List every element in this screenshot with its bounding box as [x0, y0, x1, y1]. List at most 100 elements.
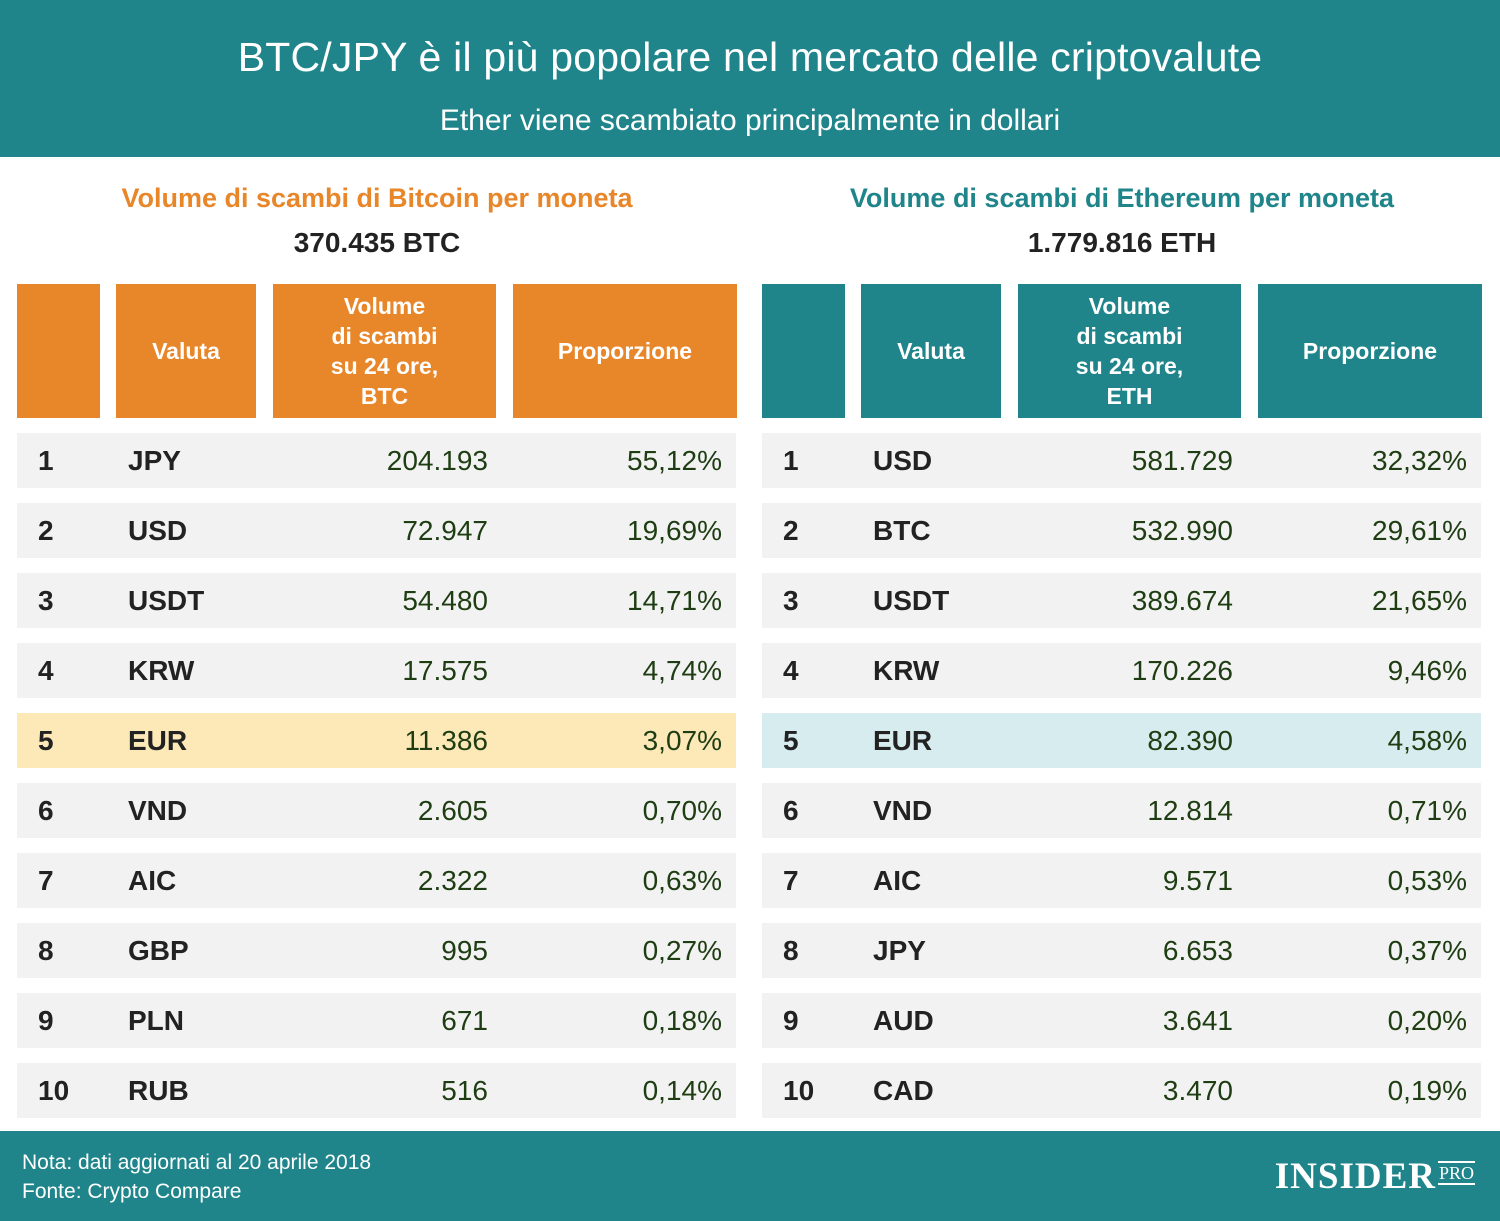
table-row: 1 JPY 204.193 55,12% — [17, 433, 736, 488]
volume-cell: 581.729 — [1131, 445, 1233, 476]
volume-cell: 389.674 — [1131, 585, 1233, 616]
table-row: 9 AUD 3.641 0,20% — [762, 993, 1481, 1048]
share-cell: 4,58% — [1387, 725, 1467, 756]
volume-cell: 6.653 — [1162, 935, 1233, 966]
currency-cell: USD — [873, 445, 933, 476]
currency-cell: PLN — [128, 1005, 184, 1036]
share-cell: 19,69% — [627, 515, 722, 546]
share-cell: 14,71% — [627, 585, 722, 616]
table-row: 2 USD 72.947 19,69% — [17, 503, 736, 558]
page-title: BTC/JPY è il più popolare nel mercato de… — [237, 34, 1263, 80]
rank-cell: 10 — [38, 1075, 70, 1106]
page-subtitle: Ether viene scambiato principalmente in … — [439, 104, 1061, 137]
rank-cell: 9 — [38, 1005, 54, 1036]
footer-source: Fonte: Crypto Compare — [22, 1180, 242, 1203]
table-row: 8 JPY 6.653 0,37% — [762, 923, 1481, 978]
table-row: 3 USDT 54.480 14,71% — [17, 573, 736, 628]
table-row: 3 USDT 389.674 21,65% — [762, 573, 1481, 628]
currency-cell: JPY — [128, 445, 181, 476]
currency-cell: CAD — [873, 1075, 934, 1106]
volume-cell: 170.226 — [1131, 655, 1233, 686]
rank-cell: 6 — [38, 795, 54, 826]
volume-cell: 2.605 — [417, 795, 488, 826]
table-row: 4 KRW 17.575 4,74% — [17, 643, 736, 698]
currency-column-header: Valuta — [116, 284, 256, 418]
volume-cell: 995 — [441, 935, 488, 966]
rank-cell: 7 — [783, 865, 799, 896]
rank-column-header — [17, 284, 100, 418]
volume-column-label: Volume di scambi su 24 ore, ETH — [1075, 293, 1184, 409]
share-cell: 32,32% — [1372, 445, 1467, 476]
share-column-label: Proporzione — [1302, 338, 1438, 364]
currency-cell: AIC — [873, 865, 922, 896]
rank-cell: 3 — [783, 585, 799, 616]
rank-cell: 1 — [38, 445, 54, 476]
share-cell: 0,20% — [1387, 1005, 1467, 1036]
share-cell: 0,53% — [1387, 865, 1467, 896]
table-row: 6 VND 12.814 0,71% — [762, 783, 1481, 838]
rank-cell: 8 — [783, 935, 799, 966]
share-cell: 29,61% — [1372, 515, 1467, 546]
share-cell: 0,37% — [1387, 935, 1467, 966]
currency-cell: EUR — [128, 725, 188, 756]
rank-cell: 9 — [783, 1005, 799, 1036]
rank-cell: 1 — [783, 445, 799, 476]
table-row: 9 PLN 671 0,18% — [17, 993, 736, 1048]
share-cell: 0,63% — [642, 865, 722, 896]
rank-cell: 5 — [38, 725, 54, 756]
bitcoin-table-header: Valuta Volume di scambi su 24 ore, BTC P… — [17, 284, 737, 418]
volume-cell: 532.990 — [1131, 515, 1233, 546]
currency-cell: KRW — [128, 655, 195, 686]
share-column-label: Proporzione — [557, 338, 693, 364]
currency-cell: USD — [128, 515, 188, 546]
table-row: 7 AIC 9.571 0,53% — [762, 853, 1481, 908]
currency-cell: RUB — [128, 1075, 189, 1106]
rank-cell: 4 — [38, 655, 54, 686]
rank-cell: 5 — [783, 725, 799, 756]
rank-cell: 2 — [783, 515, 799, 546]
rank-cell: 2 — [38, 515, 54, 546]
share-cell: 4,74% — [642, 655, 722, 686]
table-row: 6 VND 2.605 0,70% — [17, 783, 736, 838]
volume-column-header: Volume di scambi su 24 ore, BTC — [273, 284, 496, 418]
table-row: 10 RUB 516 0,14% — [17, 1063, 736, 1118]
volume-column-label: Volume di scambi su 24 ore, BTC — [330, 293, 439, 409]
currency-cell: KRW — [873, 655, 940, 686]
share-cell: 21,65% — [1372, 585, 1467, 616]
rank-cell: 8 — [38, 935, 54, 966]
volume-cell: 3.641 — [1162, 1005, 1233, 1036]
currency-cell: EUR — [873, 725, 933, 756]
currency-cell: VND — [128, 795, 188, 826]
logo-main-text: INSIDER — [1274, 1156, 1436, 1197]
ethereum-total: 1.779.816 ETH — [1027, 227, 1217, 258]
currency-cell: JPY — [873, 935, 926, 966]
volume-cell: 17.575 — [402, 655, 488, 686]
volume-cell: 3.470 — [1162, 1075, 1233, 1106]
ethereum-table-title: Volume di scambi di Ethereum per moneta — [849, 183, 1395, 213]
share-cell: 0,27% — [642, 935, 722, 966]
volume-cell: 671 — [441, 1005, 488, 1036]
share-cell: 0,19% — [1387, 1075, 1467, 1106]
rank-cell: 10 — [783, 1075, 815, 1106]
rank-cell: 4 — [783, 655, 799, 686]
rank-cell: 6 — [783, 795, 799, 826]
currency-cell: VND — [873, 795, 933, 826]
currency-cell: AUD — [873, 1005, 934, 1036]
header-banner: BTC/JPY è il più popolare nel mercato de… — [0, 0, 1500, 157]
share-column-header: Proporzione — [1258, 284, 1482, 418]
volume-cell: 12.814 — [1147, 795, 1233, 826]
table-row: 5 EUR 11.386 3,07% — [17, 713, 736, 768]
currency-column-label: Valuta — [897, 338, 965, 364]
volume-cell: 2.322 — [417, 865, 488, 896]
currency-cell: AIC — [128, 865, 177, 896]
bitcoin-total: 370.435 BTC — [293, 227, 461, 258]
rank-cell: 3 — [38, 585, 54, 616]
volume-cell: 82.390 — [1147, 725, 1233, 756]
currency-column-label: Valuta — [152, 338, 220, 364]
share-cell: 0,70% — [642, 795, 722, 826]
volume-cell: 72.947 — [402, 515, 488, 546]
rank-column-header — [762, 284, 845, 418]
rank-cell: 7 — [38, 865, 54, 896]
logo-pro-text: PRO — [1437, 1161, 1475, 1185]
volume-cell: 9.571 — [1162, 865, 1233, 896]
